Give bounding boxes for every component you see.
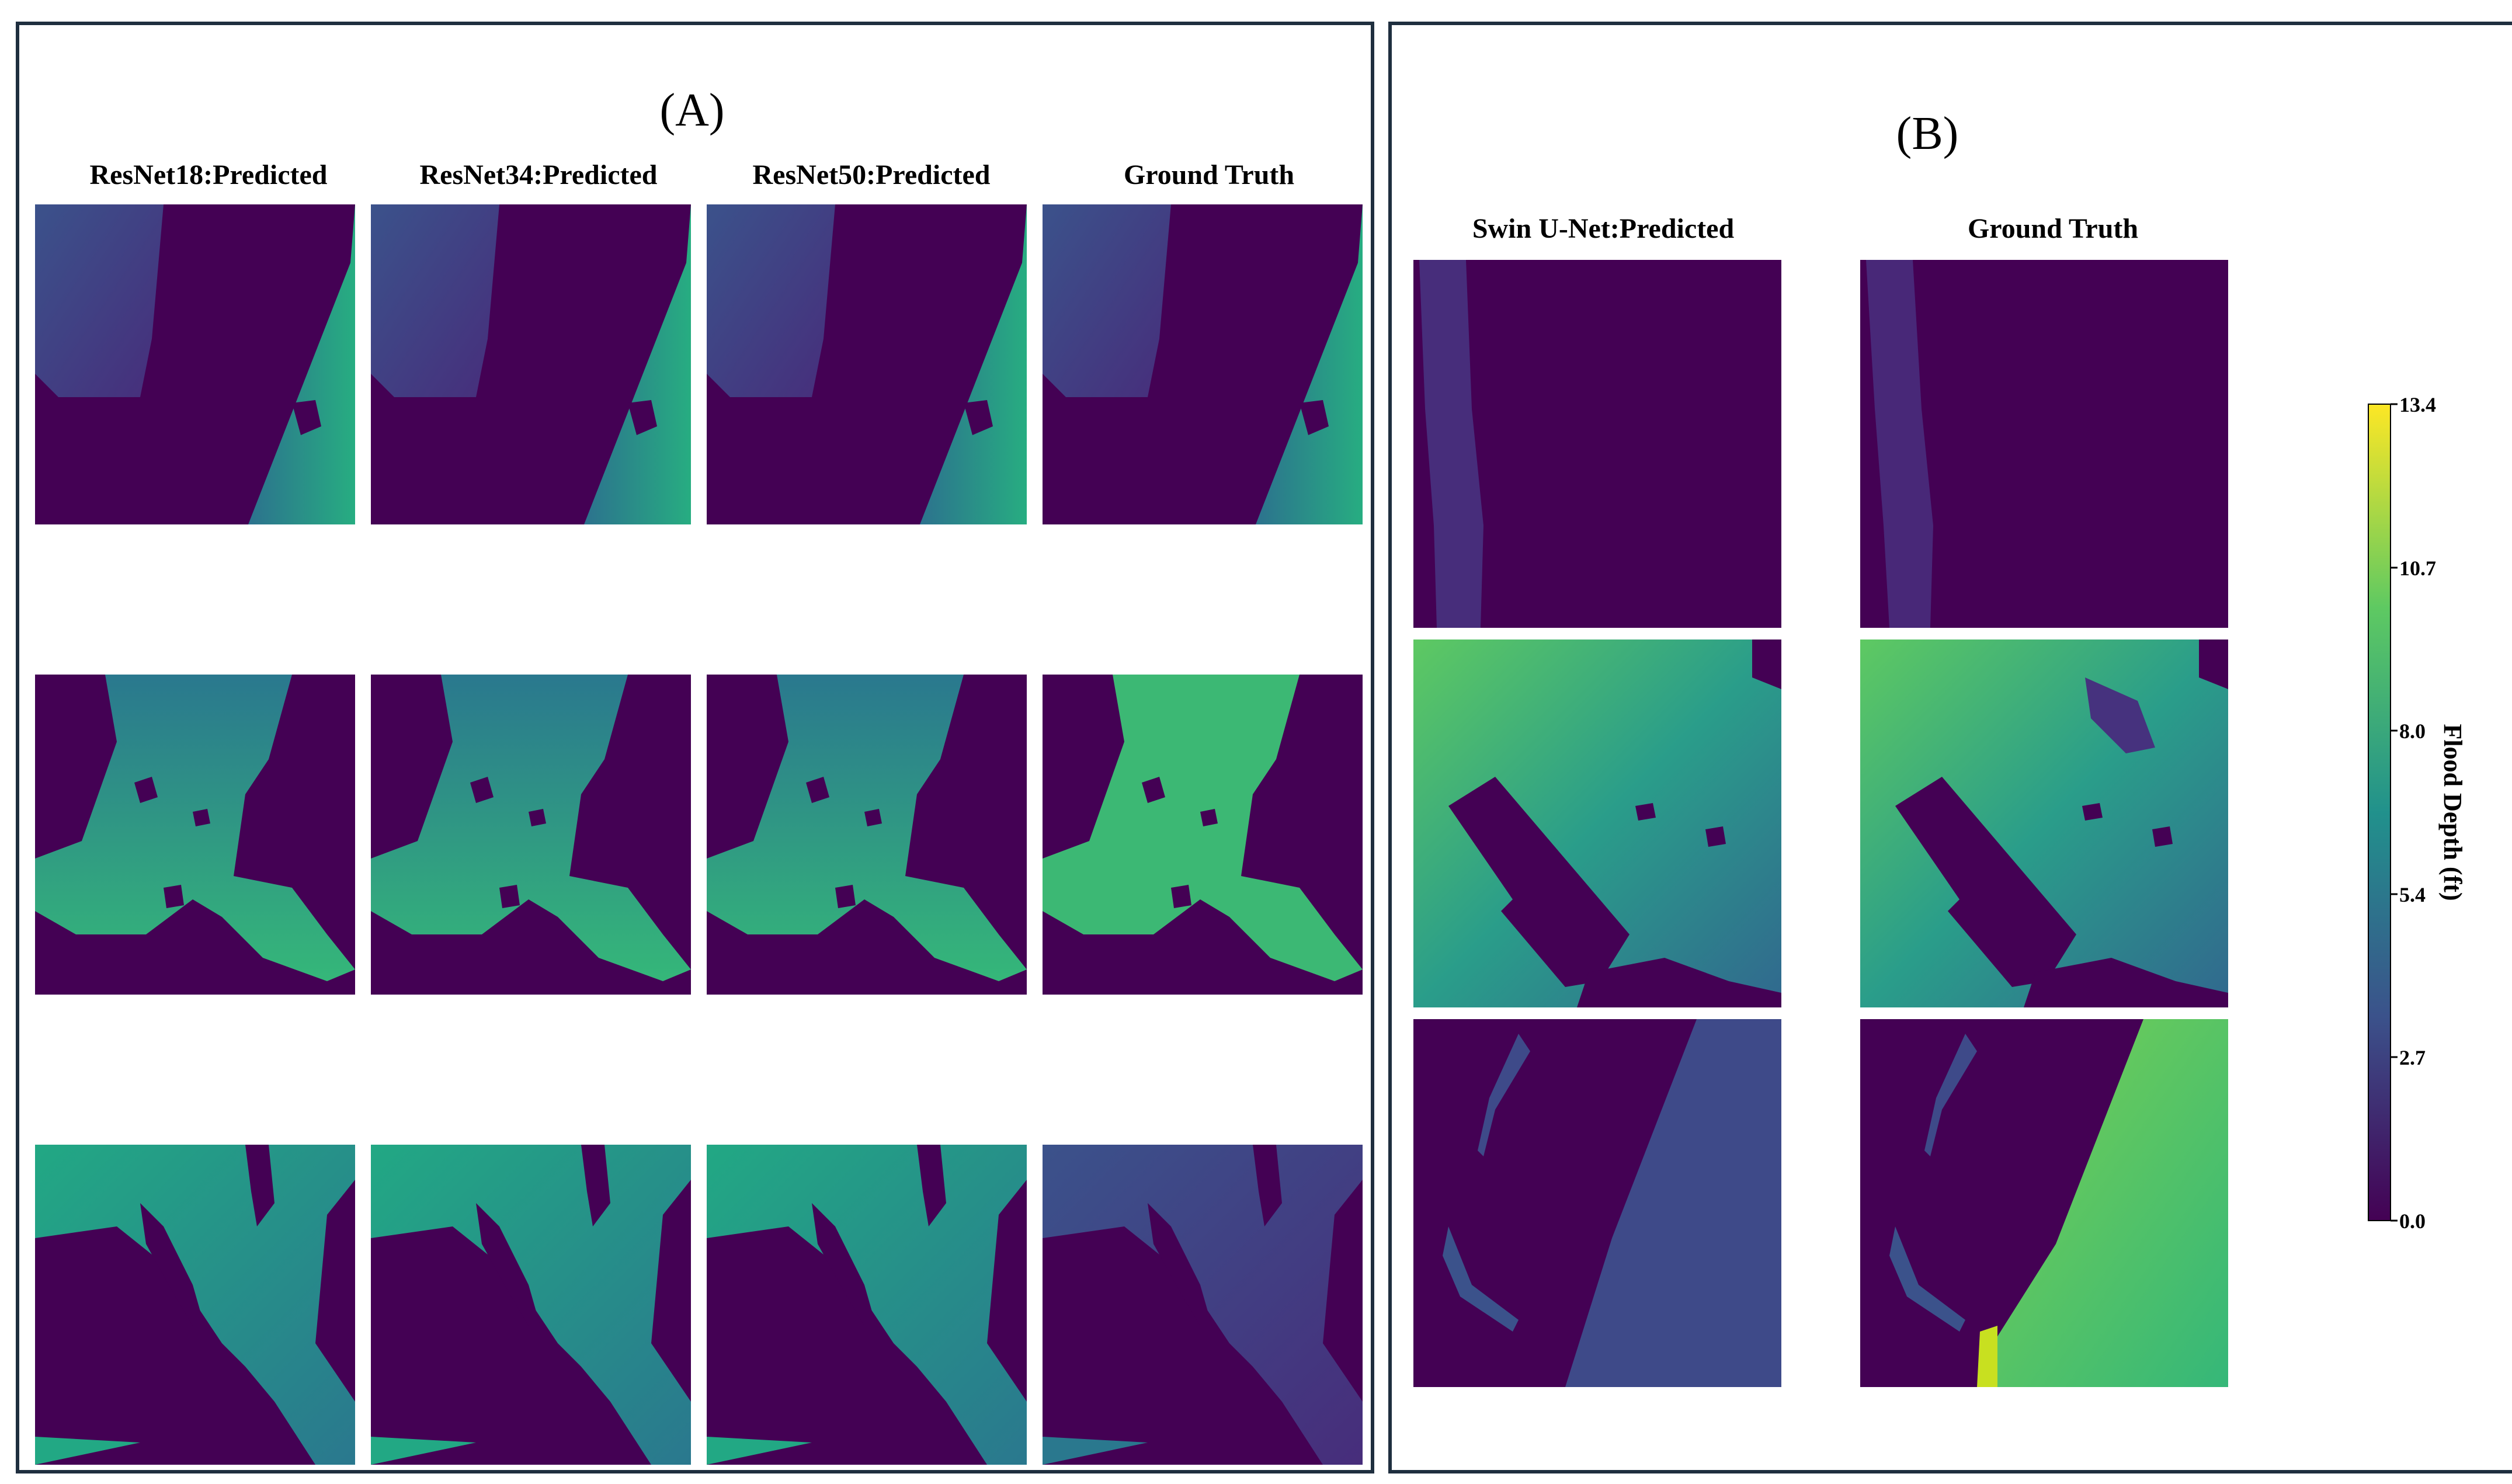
map-a-r3-c3 xyxy=(707,1145,1027,1465)
map-b-r2-c2 xyxy=(1860,640,2228,1007)
colorbar-tick-label-6: 0.0 xyxy=(2399,1210,2426,1233)
map-b-r3-c1 xyxy=(1413,1019,1781,1387)
map-a-r2-c3 xyxy=(707,675,1027,995)
colorbar-tick-label-1: 13.4 xyxy=(2399,393,2436,416)
map-b-r1-c1 xyxy=(1413,260,1781,628)
map-b-r1-c2 xyxy=(1860,260,2228,628)
col-label-a-2: ResNet34:Predicted xyxy=(420,159,658,190)
panel-b-row-1 xyxy=(1413,260,2228,628)
colorbar-tick-label-5: 2.7 xyxy=(2399,1046,2426,1069)
map-a-r1-c2 xyxy=(371,204,691,524)
panel-b-row-3 xyxy=(1413,1019,2228,1387)
map-a-r2-c4 xyxy=(1043,675,1363,995)
map-a-r3-c4 xyxy=(1043,1145,1363,1465)
panel-a-row-3 xyxy=(35,1145,1363,1465)
panel-a-row-1 xyxy=(35,204,1363,524)
map-a-r1-c3 xyxy=(707,204,1027,524)
col-label-a-3: ResNet50:Predicted xyxy=(753,159,991,190)
map-a-r1-c4 xyxy=(1043,204,1363,524)
panel-b-title: (B) xyxy=(1896,108,1959,159)
colorbar xyxy=(2368,404,2391,1221)
panel-b-row-2 xyxy=(1413,640,2228,1007)
panel-a-row-2 xyxy=(35,675,1363,995)
map-a-r2-c2 xyxy=(371,675,691,995)
col-label-a-1: ResNet18:Predicted xyxy=(90,159,328,190)
map-a-r3-c2 xyxy=(371,1145,691,1465)
colorbar-ticks xyxy=(2391,403,2398,1222)
col-label-a-4: Ground Truth xyxy=(1124,159,1294,190)
colorbar-tick-label-2: 10.7 xyxy=(2399,557,2436,580)
panel-a-title: (A) xyxy=(659,85,724,136)
col-label-b-2: Ground Truth xyxy=(1968,213,2138,244)
col-label-b-1: Swin U-Net:Predicted xyxy=(1472,213,1735,244)
colorbar-label: Flood Depth (ft) xyxy=(2438,724,2467,901)
map-b-r2-c1 xyxy=(1413,640,1781,1007)
colorbar-tick-label-3: 8.0 xyxy=(2399,720,2426,743)
map-a-r1-c1 xyxy=(35,204,355,524)
colorbar-tick-label-4: 5.4 xyxy=(2399,883,2426,906)
map-a-r3-c1 xyxy=(35,1145,355,1465)
map-b-r3-c2 xyxy=(1860,1019,2228,1387)
map-a-r2-c1 xyxy=(35,675,355,995)
